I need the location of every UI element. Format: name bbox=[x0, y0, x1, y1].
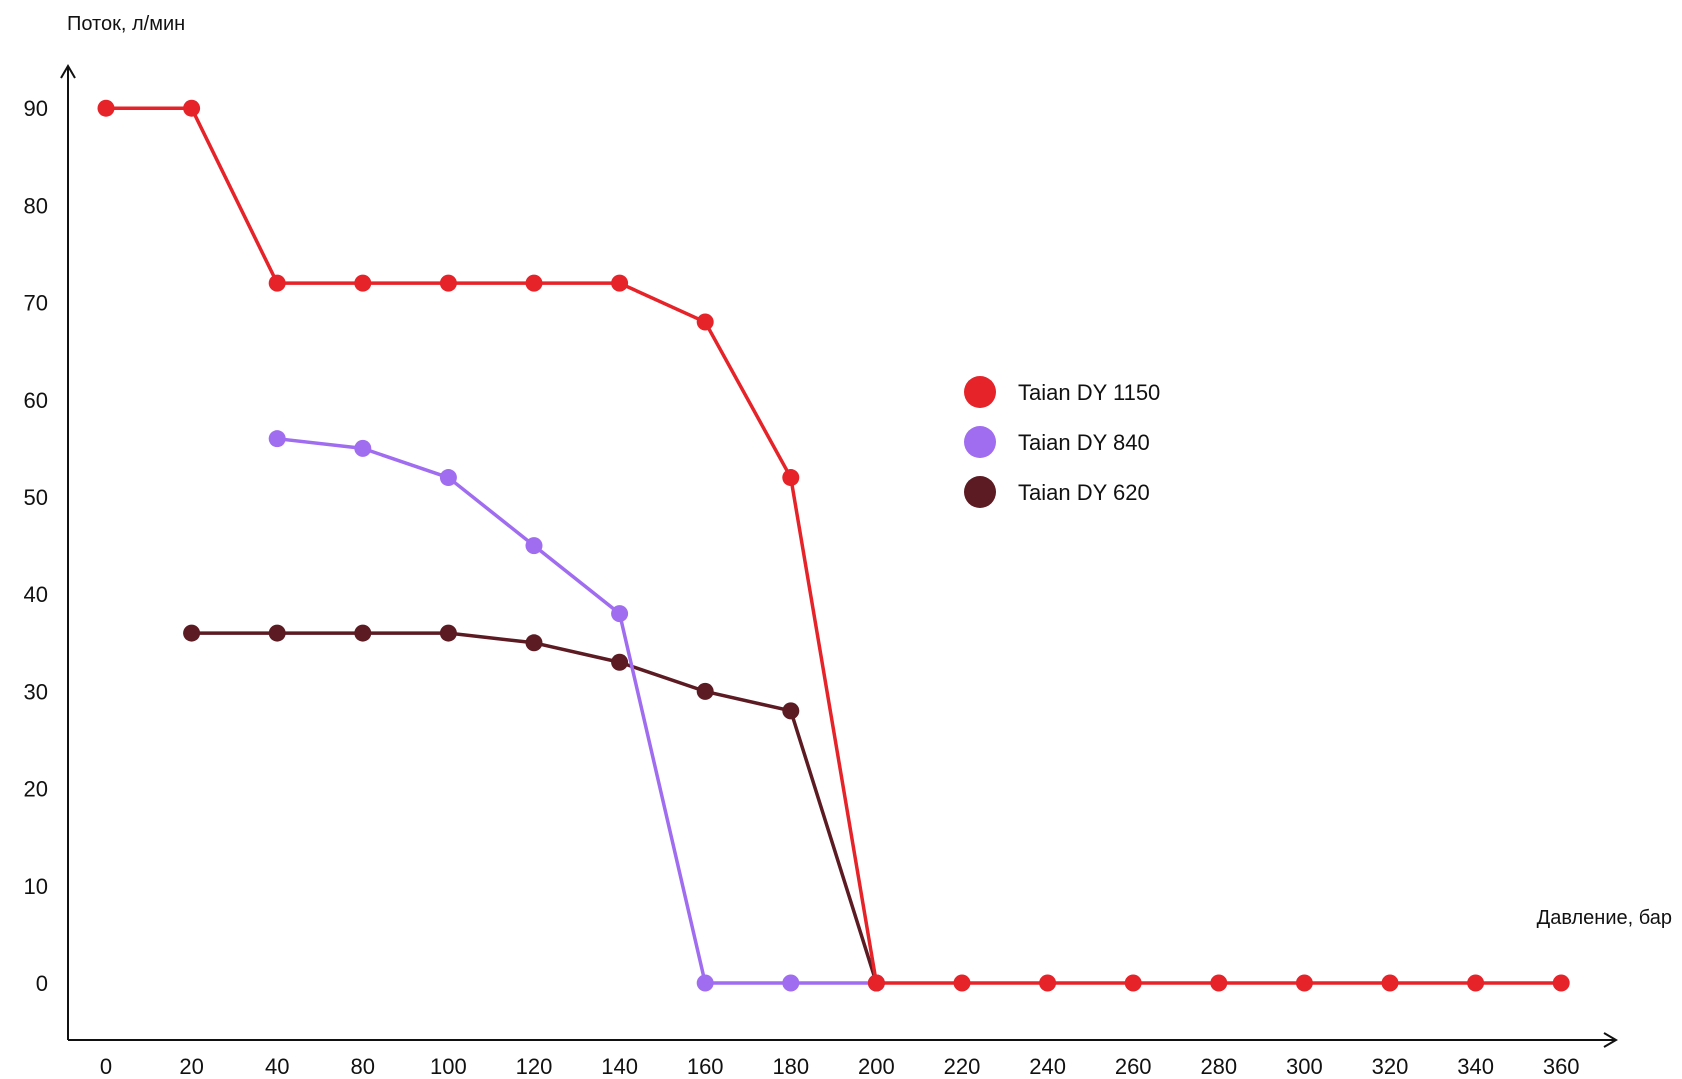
y-tick-label: 40 bbox=[24, 582, 48, 607]
data-point bbox=[354, 624, 372, 642]
data-point bbox=[97, 99, 115, 117]
data-point bbox=[1381, 974, 1399, 992]
x-tick-label: 40 bbox=[265, 1054, 289, 1079]
data-point bbox=[354, 439, 372, 457]
x-tick-label: 180 bbox=[772, 1054, 809, 1079]
x-tick-label: 300 bbox=[1286, 1054, 1323, 1079]
data-point bbox=[525, 537, 543, 555]
data-point bbox=[268, 274, 286, 292]
data-point bbox=[953, 974, 971, 992]
data-point bbox=[782, 469, 800, 487]
data-point bbox=[268, 430, 286, 448]
data-point bbox=[1552, 974, 1570, 992]
data-point bbox=[354, 274, 372, 292]
data-point bbox=[439, 624, 457, 642]
data-point bbox=[611, 605, 629, 623]
data-point bbox=[183, 624, 201, 642]
x-tick-label: 260 bbox=[1115, 1054, 1152, 1079]
y-tick-label: 80 bbox=[24, 193, 48, 218]
data-point bbox=[439, 274, 457, 292]
y-tick-label: 60 bbox=[24, 388, 48, 413]
legend-label: Taian DY 620 bbox=[1018, 480, 1150, 505]
data-point bbox=[696, 313, 714, 331]
legend-swatch bbox=[964, 376, 996, 408]
y-tick-label: 70 bbox=[24, 291, 48, 316]
data-point bbox=[525, 634, 543, 652]
data-point bbox=[1210, 974, 1228, 992]
legend-swatch bbox=[964, 476, 996, 508]
data-point bbox=[696, 974, 714, 992]
legend-label: Taian DY 840 bbox=[1018, 430, 1150, 455]
x-tick-label: 280 bbox=[1200, 1054, 1237, 1079]
data-point bbox=[867, 974, 885, 992]
x-tick-label: 360 bbox=[1543, 1054, 1580, 1079]
x-tick-label: 20 bbox=[179, 1054, 203, 1079]
data-point bbox=[611, 653, 629, 671]
x-tick-label: 320 bbox=[1372, 1054, 1409, 1079]
series-line bbox=[277, 436, 877, 985]
data-point bbox=[611, 274, 629, 292]
data-point bbox=[183, 99, 201, 117]
data-point bbox=[1039, 974, 1057, 992]
y-tick-label: 30 bbox=[24, 679, 48, 704]
x-tick-label: 200 bbox=[858, 1054, 895, 1079]
y-axis-arrow bbox=[60, 64, 76, 79]
y-axis-title: Поток, л/мин bbox=[67, 13, 185, 35]
x-axis-title: Давление, бар bbox=[1537, 907, 1672, 929]
y-tick-label: 10 bbox=[24, 874, 48, 899]
x-axis-arrow bbox=[1603, 1032, 1618, 1048]
x-tick-label: 140 bbox=[601, 1054, 638, 1079]
x-tick-label: 340 bbox=[1457, 1054, 1494, 1079]
y-tick-label: 50 bbox=[24, 485, 48, 510]
data-point bbox=[1124, 974, 1142, 992]
y-tick-label: 20 bbox=[24, 777, 48, 802]
x-tick-label: 240 bbox=[1029, 1054, 1066, 1079]
data-point bbox=[1295, 974, 1313, 992]
x-tick-label: 160 bbox=[687, 1054, 724, 1079]
data-point bbox=[782, 974, 800, 992]
series-line bbox=[106, 106, 1562, 985]
data-point bbox=[1467, 974, 1485, 992]
y-tick-label: 0 bbox=[36, 971, 48, 996]
x-tick-label: 80 bbox=[351, 1054, 375, 1079]
legend-swatch bbox=[964, 426, 996, 458]
y-tick-label: 90 bbox=[24, 96, 48, 121]
series-line bbox=[191, 631, 879, 984]
x-tick-label: 220 bbox=[944, 1054, 981, 1079]
data-point bbox=[696, 682, 714, 700]
x-tick-label: 100 bbox=[430, 1054, 467, 1079]
data-point bbox=[525, 274, 543, 292]
data-point bbox=[268, 624, 286, 642]
data-point bbox=[782, 702, 800, 720]
legend-label: Taian DY 1150 bbox=[1018, 380, 1160, 405]
x-tick-label: 0 bbox=[100, 1054, 112, 1079]
x-tick-label: 120 bbox=[516, 1054, 553, 1079]
data-point bbox=[439, 469, 457, 487]
